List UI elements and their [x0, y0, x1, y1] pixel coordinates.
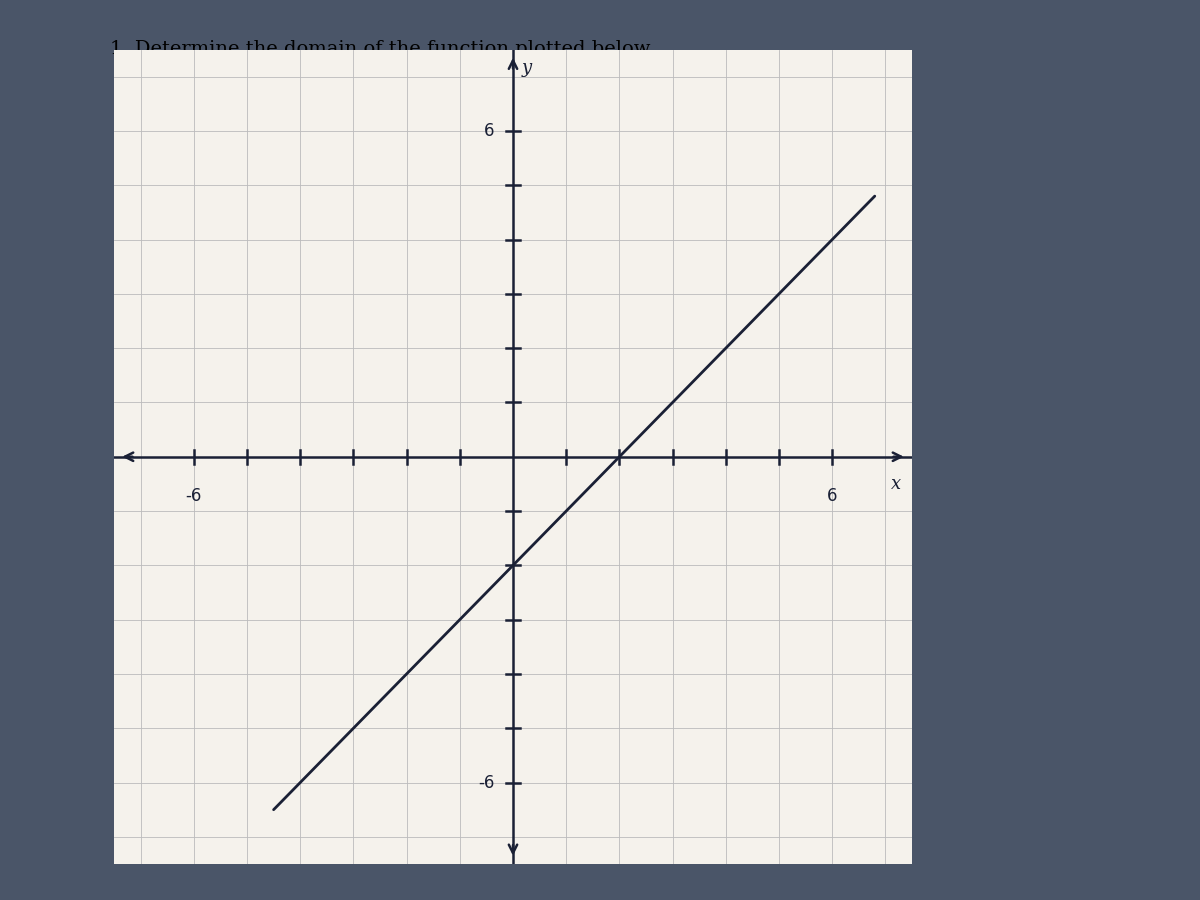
Text: 1. Determine the domain of the function plotted below.: 1. Determine the domain of the function …: [110, 40, 654, 58]
Text: y: y: [521, 58, 532, 76]
Text: 6: 6: [827, 487, 838, 505]
Text: x: x: [890, 475, 901, 493]
Text: -6: -6: [186, 487, 202, 505]
Text: -6: -6: [478, 773, 494, 792]
Text: 6: 6: [484, 122, 494, 140]
